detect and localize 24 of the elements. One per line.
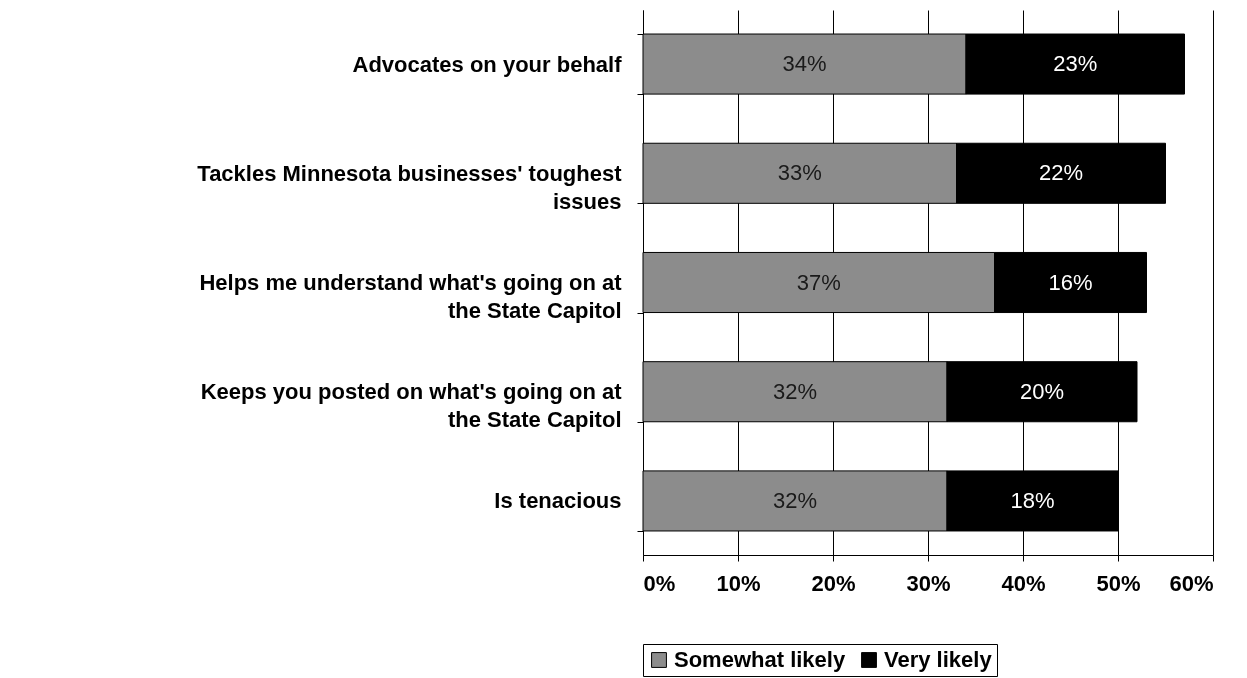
legend-label: Somewhat likely [674,647,846,672]
x-tick-label: 20% [811,570,856,596]
legend-label: Very likely [884,647,993,672]
x-tick-label: 10% [716,570,761,596]
data-label: 23% [1053,51,1098,77]
data-label: 18% [1010,487,1055,513]
x-tick-label: 0% [643,570,676,596]
y-tick-label: Is tenacious [494,488,622,514]
x-tick-label: 30% [906,570,951,596]
data-label: 34% [782,51,827,77]
data-label: 37% [796,269,841,295]
x-tick-label: 50% [1096,570,1141,596]
y-tick-label: Keeps you posted on what's going on at the State Capitol [200,379,623,433]
y-tick-label: Tackles Minnesota businesses' toughest issues [197,160,623,214]
y-tick-label: Advocates on your behalf [352,51,623,77]
data-label: 32% [772,378,818,404]
data-label: 20% [1019,378,1065,404]
data-label: 22% [1038,160,1084,186]
data-label: 33% [777,160,822,186]
data-label: 32% [772,487,818,513]
x-tick-label: 40% [1001,570,1046,596]
y-tick-label: Helps me understand what's going on at the State Capitol [199,270,623,323]
data-label: 16% [1048,269,1093,295]
x-tick-label: 60% [1169,570,1214,596]
